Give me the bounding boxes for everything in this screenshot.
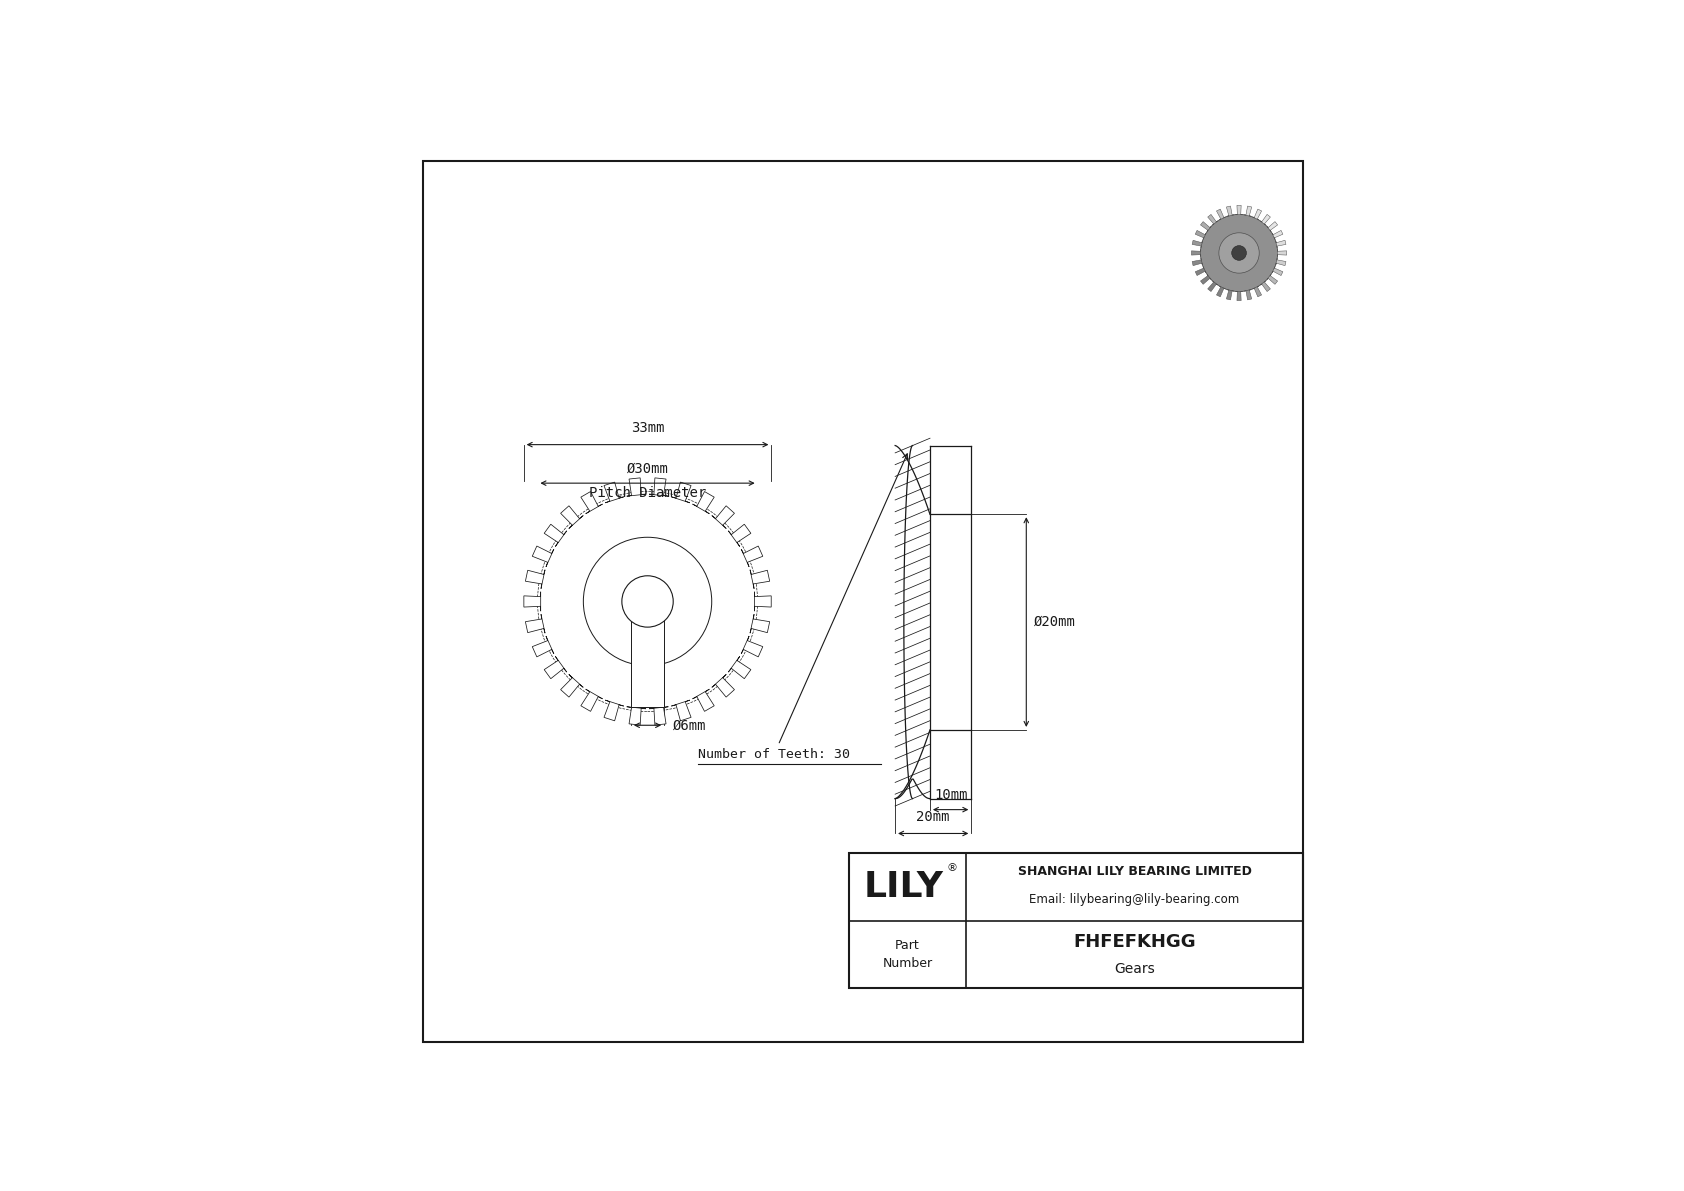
Polygon shape xyxy=(1253,210,1261,220)
Bar xyxy=(849,853,1303,989)
Circle shape xyxy=(621,575,674,628)
Text: 20mm: 20mm xyxy=(916,810,950,824)
Polygon shape xyxy=(1192,258,1202,266)
Polygon shape xyxy=(626,706,647,725)
Polygon shape xyxy=(1207,281,1218,292)
Polygon shape xyxy=(524,592,541,611)
Text: Ø6mm: Ø6mm xyxy=(674,718,707,732)
Polygon shape xyxy=(1244,289,1251,300)
Polygon shape xyxy=(754,592,771,611)
Polygon shape xyxy=(692,690,714,711)
Polygon shape xyxy=(1216,286,1226,297)
Text: Pitch Diameter: Pitch Diameter xyxy=(589,486,706,500)
Text: 33mm: 33mm xyxy=(632,422,663,436)
Text: SHANGHAI LILY BEARING LIMITED: SHANGHAI LILY BEARING LIMITED xyxy=(1017,866,1251,879)
Polygon shape xyxy=(741,636,763,657)
Polygon shape xyxy=(544,524,568,547)
Polygon shape xyxy=(1201,222,1211,232)
Polygon shape xyxy=(727,656,751,679)
Text: ®: ® xyxy=(946,863,958,873)
Polygon shape xyxy=(1266,222,1278,232)
Bar xyxy=(930,515,972,730)
Polygon shape xyxy=(1260,214,1270,225)
Text: Gears: Gears xyxy=(1115,962,1155,977)
Text: 10mm: 10mm xyxy=(935,788,967,803)
Text: FHFEFKHGG: FHFEFKHGG xyxy=(1073,933,1196,950)
Polygon shape xyxy=(544,656,568,679)
Polygon shape xyxy=(1191,250,1201,256)
Polygon shape xyxy=(532,636,554,657)
Polygon shape xyxy=(1244,206,1251,217)
Polygon shape xyxy=(692,492,714,513)
Polygon shape xyxy=(626,478,647,497)
Polygon shape xyxy=(1207,214,1218,225)
Polygon shape xyxy=(525,569,546,588)
Polygon shape xyxy=(1271,267,1283,275)
Polygon shape xyxy=(712,506,734,529)
Text: Ø20mm: Ø20mm xyxy=(1034,615,1076,629)
Polygon shape xyxy=(1260,281,1270,292)
Polygon shape xyxy=(672,700,690,721)
Polygon shape xyxy=(741,545,763,567)
Polygon shape xyxy=(1226,289,1234,300)
Polygon shape xyxy=(532,545,554,567)
Polygon shape xyxy=(749,569,770,588)
Polygon shape xyxy=(1196,267,1206,275)
Polygon shape xyxy=(1201,274,1211,285)
Circle shape xyxy=(583,537,712,666)
Polygon shape xyxy=(1226,206,1234,217)
Text: Part
Number: Part Number xyxy=(882,939,933,969)
Polygon shape xyxy=(648,706,669,725)
Circle shape xyxy=(1231,245,1246,261)
Polygon shape xyxy=(712,674,734,697)
Polygon shape xyxy=(1196,230,1206,239)
Polygon shape xyxy=(749,615,770,634)
Polygon shape xyxy=(1276,241,1287,248)
Polygon shape xyxy=(648,478,669,497)
Polygon shape xyxy=(1236,292,1243,300)
Polygon shape xyxy=(1271,230,1283,239)
Text: Ø30mm: Ø30mm xyxy=(626,462,669,476)
Polygon shape xyxy=(605,700,623,721)
Polygon shape xyxy=(727,524,751,547)
Polygon shape xyxy=(561,506,583,529)
Text: Email: lilybearing@lily-bearing.com: Email: lilybearing@lily-bearing.com xyxy=(1029,893,1239,906)
Polygon shape xyxy=(1216,210,1226,220)
Circle shape xyxy=(537,492,758,711)
Polygon shape xyxy=(1236,205,1243,214)
Polygon shape xyxy=(605,482,623,503)
Polygon shape xyxy=(581,690,603,711)
Polygon shape xyxy=(1276,258,1287,266)
Polygon shape xyxy=(1253,286,1261,297)
Circle shape xyxy=(524,478,771,725)
Text: LILY: LILY xyxy=(864,869,943,904)
Bar xyxy=(632,601,663,707)
Polygon shape xyxy=(561,674,583,697)
Polygon shape xyxy=(525,615,546,634)
Circle shape xyxy=(1219,232,1260,273)
Circle shape xyxy=(1201,214,1278,292)
Polygon shape xyxy=(672,482,690,503)
Polygon shape xyxy=(1192,241,1202,248)
Polygon shape xyxy=(1266,274,1278,285)
Polygon shape xyxy=(1278,250,1287,256)
Text: Number of Teeth: 30: Number of Teeth: 30 xyxy=(697,454,908,761)
Polygon shape xyxy=(581,492,603,513)
